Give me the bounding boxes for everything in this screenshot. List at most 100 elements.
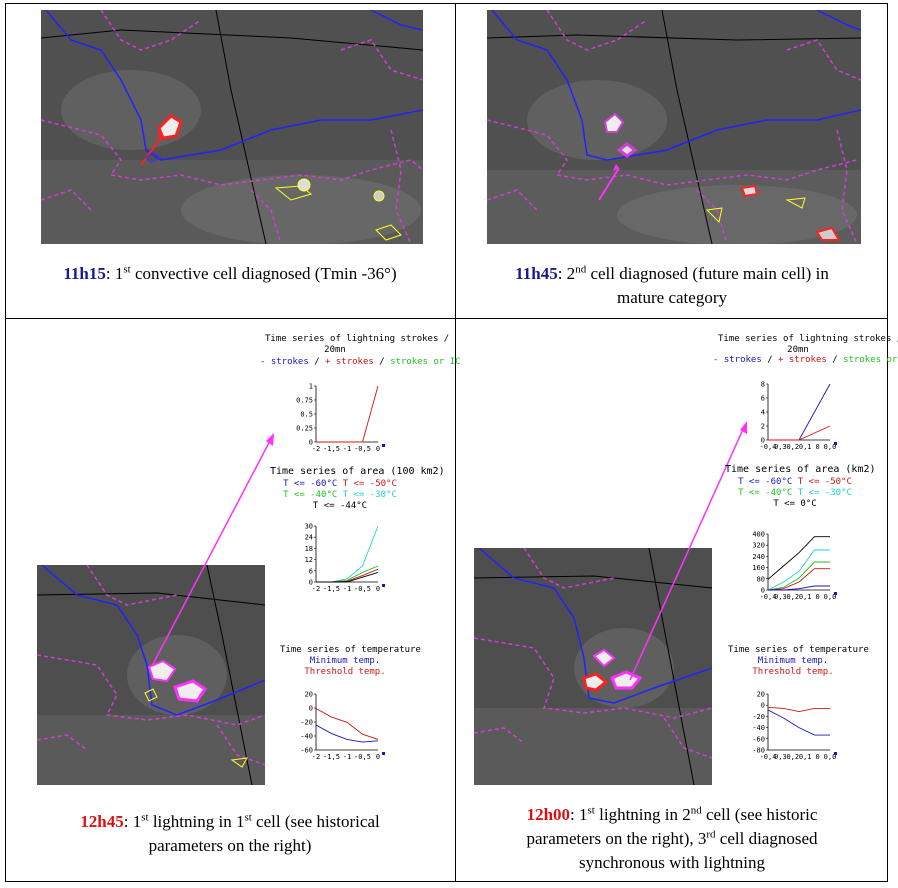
chart-area-12h00: 400 320 240 160 80 0 -0,4 0,3 0,2 0,1 0 0,0 [740, 530, 840, 619]
area-legend-12h45: T <= -60°C T <= -50°C T <= -40°C T <= -3… [270, 479, 410, 512]
series-line [767, 536, 830, 580]
pointer-arrow [629, 424, 746, 681]
chart-area-12h45: 30 24 18 12 6 0 -2 -1,5 -1 -0,5 0 [288, 522, 388, 611]
x-tick-label: 0,0 [824, 593, 837, 601]
y-tick-label: 0 [761, 437, 765, 445]
axis-marker [834, 592, 837, 595]
caption-time: 11h15 [63, 264, 106, 283]
legend-t60: T <= -60°C [283, 479, 338, 489]
x-tick-label: -1 [343, 585, 351, 593]
series-line [315, 724, 379, 743]
satellite-image-12h00 [474, 548, 712, 785]
y-tick-label: 0.25 [296, 425, 313, 433]
chart-title: 20mn [324, 345, 346, 355]
x-tick-label: 0,1 [799, 593, 812, 601]
caption-12h45: 12h45: 1st lightning in 1st cell (see hi… [5, 810, 455, 858]
y-tick-label: -20 [300, 719, 313, 727]
x-tick-label: 0,1 [799, 753, 812, 761]
y-tick-label: 6 [309, 567, 313, 575]
temp-title-12h00: Time series of temperature [728, 645, 869, 655]
y-tick-label: 0 [309, 705, 313, 713]
x-tick-label: -2 [312, 585, 320, 593]
caption-time: 12h00 [526, 805, 571, 824]
y-tick-label: 0.5 [300, 411, 313, 419]
lightning-legend-12h45: - strokes / + strokes / strokes or IC [260, 357, 461, 368]
y-tick-label: 20 [757, 691, 765, 699]
legend-ic-strokes: strokes or IC [390, 357, 461, 367]
legend-t30: T <= -30°C [797, 488, 852, 498]
axis-marker [382, 444, 385, 447]
x-tick-label: -1,5 [323, 585, 340, 593]
caption-time: 12h45 [80, 812, 124, 831]
x-tick-label: 0,0 [824, 443, 837, 451]
y-tick-label: 400 [752, 531, 765, 539]
chart-lightning-12h00: 8 6 4 2 0 -0,4 0,3 0,2 0,1 0 0,0 [740, 380, 840, 469]
caption-text: parameters on the right), 3 [526, 829, 707, 848]
caption-12h00: 12h00: 1st lightning in 2nd cell (see hi… [456, 803, 888, 875]
caption-text: convective cell diagnosed (Tmin -36°) [130, 264, 397, 283]
caption-sup: st [244, 811, 252, 824]
x-tick-label: 0 [815, 593, 819, 601]
y-tick-label: 320 [752, 542, 765, 550]
caption-text: : 1 [123, 812, 142, 831]
area-legend-12h00: T <= -60°C T <= -50°C T <= -40°C T <= -3… [725, 477, 865, 510]
caption-line: synchronous with lightning [578, 853, 766, 872]
y-tick-label: 30 [305, 523, 313, 531]
caption-11h45: 11h45: 2nd cell diagnosed (future main c… [456, 262, 888, 310]
legend-sep: / [308, 357, 326, 367]
y-tick-label: 4 [761, 409, 765, 417]
caption-text: cell diagnosed [715, 829, 818, 848]
series-line [768, 585, 830, 591]
x-tick-label: 0,3 [774, 443, 787, 451]
x-tick-label: 0,0 [824, 753, 837, 761]
caption-sup: rd [706, 828, 716, 841]
table-divider-horizontal [5, 318, 888, 319]
x-tick-label: 0,2 [786, 753, 799, 761]
chart-title: 20mn [787, 345, 809, 355]
caption-sup: st [123, 263, 131, 276]
x-tick-label: 0,2 [786, 443, 799, 451]
legend-t0: T <= 0°C [773, 499, 817, 509]
x-tick-label: -0,4 [760, 753, 777, 761]
series-line [316, 385, 379, 443]
caption-sup: nd [690, 804, 702, 817]
y-tick-label: 18 [305, 545, 313, 553]
legend-t40: T <= -40°C [738, 488, 793, 498]
x-tick-label: 0 [376, 445, 380, 453]
legend-min-temp: Minimum temp. [757, 656, 829, 666]
caption-text: : 2 [557, 264, 576, 283]
legend-plus-strokes: + strokes [778, 355, 827, 365]
caption-line: mature category [617, 288, 727, 307]
legend-threshold-temp: Threshold temp. [304, 667, 386, 677]
x-tick-label: -1,5 [323, 445, 340, 453]
y-tick-label: 160 [752, 564, 765, 572]
chart-temperature-12h45: 20 0 -20 -40 -60 -2 -1,5 -1 -0,5 0 [288, 690, 388, 779]
y-tick-label: 0 [761, 702, 765, 710]
y-tick-label: 2 [761, 423, 765, 431]
caption-sup: st [587, 804, 595, 817]
satellite-image-11h45 [487, 10, 861, 244]
caption-text: lightning in 1 [148, 812, 245, 831]
caption-time: 11h45 [515, 264, 558, 283]
legend-plus-strokes: + strokes [325, 357, 374, 367]
series-line [767, 549, 830, 591]
y-tick-label: 20 [305, 691, 313, 699]
axis-marker [382, 584, 385, 587]
caption-text: cell diagnosed (future main cell) in [586, 264, 829, 283]
series-line [767, 561, 830, 591]
legend-sep: / [373, 357, 391, 367]
y-tick-label: 0 [309, 579, 313, 587]
area-title-12h00: Time series of area (km2) [725, 464, 876, 475]
legend-minus-strokes: - strokes [713, 355, 762, 365]
x-tick-label: 0,2 [786, 593, 799, 601]
caption-11h15: 11h15: 1st convective cell diagnosed (Tm… [5, 262, 455, 286]
x-tick-label: 0 [376, 753, 380, 761]
y-tick-label: -80 [752, 747, 765, 755]
x-tick-label: -1 [343, 445, 351, 453]
table-frame [5, 3, 888, 882]
x-tick-label: 0 [815, 753, 819, 761]
y-tick-label: -40 [752, 724, 765, 732]
chart-title: Time series of lightning strokes / [718, 334, 898, 344]
x-tick-label: -0,4 [760, 593, 777, 601]
